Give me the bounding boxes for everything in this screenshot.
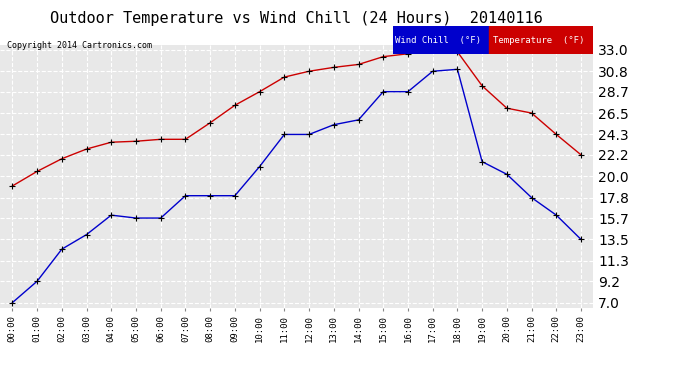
Text: Copyright 2014 Cartronics.com: Copyright 2014 Cartronics.com (7, 41, 152, 50)
Text: Wind Chill  (°F): Wind Chill (°F) (395, 36, 482, 45)
Text: Outdoor Temperature vs Wind Chill (24 Hours)  20140116: Outdoor Temperature vs Wind Chill (24 Ho… (50, 11, 543, 26)
Bar (393, 26, 489, 54)
Text: Temperature  (°F): Temperature (°F) (493, 36, 584, 45)
Bar (489, 26, 593, 54)
